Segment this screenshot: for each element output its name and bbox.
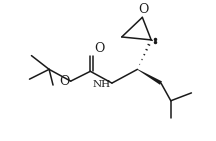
Text: NH: NH xyxy=(93,80,111,89)
Polygon shape xyxy=(137,69,162,85)
Text: O: O xyxy=(138,3,149,16)
Text: O: O xyxy=(59,75,70,88)
Text: O: O xyxy=(94,42,104,55)
